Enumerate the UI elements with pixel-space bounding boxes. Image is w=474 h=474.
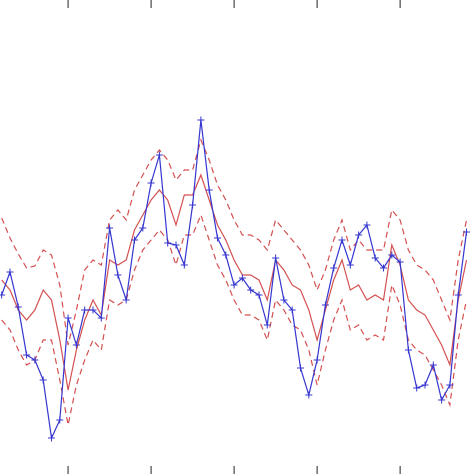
point-marker [130,236,138,244]
series-line [1,119,468,441]
point-marker [321,301,329,309]
series-line [1,213,468,426]
point-marker [330,264,338,272]
point-marker [288,306,296,314]
point-marker [213,234,221,242]
point-marker [305,391,313,399]
point-marker [454,291,462,299]
point-marker [122,296,130,304]
point-marker [39,376,47,384]
point-marker [6,268,14,276]
point-marker [355,231,363,239]
point-marker [363,221,371,229]
point-marker [222,251,230,259]
point-marker [238,274,246,282]
point-marker [255,291,263,299]
point-marker [247,286,255,294]
point-marker [272,254,280,262]
point-marker [413,384,421,392]
point-marker [155,151,163,159]
series-line [1,173,468,391]
point-marker [429,361,437,369]
point-marker [172,241,180,249]
point-marker [438,396,446,404]
point-marker [189,201,197,209]
point-marker [164,239,172,247]
point-marker [23,351,31,359]
point-marker [31,356,39,364]
point-marker [297,364,305,372]
point-marker [89,306,97,314]
point-marker [338,236,346,244]
point-marker [56,416,64,424]
point-marker [371,254,379,262]
point-marker [463,228,471,236]
point-marker [180,261,188,269]
point-marker [230,281,238,289]
point-marker [0,291,6,299]
point-marker [388,251,396,259]
point-marker [346,261,354,269]
point-marker [380,264,388,272]
point-marker [72,341,80,349]
point-marker [263,321,271,329]
point-marker [139,224,147,232]
point-marker [64,314,72,322]
point-marker [147,179,155,187]
point-marker [197,116,205,124]
point-marker [47,434,55,442]
point-marker [280,296,288,304]
point-marker [446,381,454,389]
point-marker [81,306,89,314]
point-marker [97,314,105,322]
series-line [1,138,468,346]
point-marker [106,224,114,232]
point-marker [205,186,213,194]
point-marker [421,381,429,389]
point-marker [404,346,412,354]
point-marker [114,271,122,279]
point-marker [313,356,321,364]
point-marker [396,258,404,266]
point-marker [14,303,22,311]
